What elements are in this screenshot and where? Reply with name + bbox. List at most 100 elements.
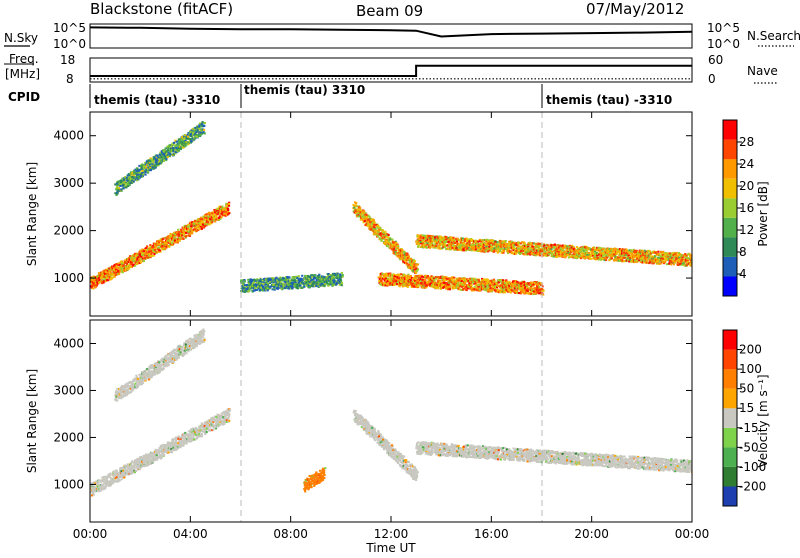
- echo-cell: [280, 281, 282, 283]
- echo-cell: [380, 280, 382, 282]
- echo-cell: [436, 236, 438, 238]
- echo-cell: [368, 216, 370, 218]
- echo-cell: [445, 241, 447, 243]
- echo-cell: [419, 238, 421, 240]
- echo-cell: [133, 181, 135, 183]
- echo-cell: [355, 202, 357, 204]
- echo-cell: [435, 276, 437, 278]
- echo-cell: [456, 241, 458, 243]
- cpid-entry-2: themis (tau) -3310: [546, 93, 672, 107]
- echo-cell: [470, 284, 472, 286]
- echo-cell: [541, 288, 543, 290]
- echo-cell: [449, 243, 451, 245]
- echo-cell: [254, 289, 256, 291]
- echo-cell: [139, 172, 141, 174]
- echo-cell: [467, 249, 469, 251]
- echo-cell: [417, 263, 419, 265]
- echo-cell: [374, 222, 376, 224]
- echo-cell: [405, 280, 407, 282]
- echo-cell: [481, 280, 483, 282]
- echo-cell: [151, 255, 153, 257]
- echo-cell: [384, 231, 386, 233]
- echo-cell: [453, 278, 455, 280]
- cpid-entry-0: themis (tau) -3310: [94, 93, 220, 107]
- echo-cell: [365, 223, 367, 225]
- echo-cell: [481, 248, 483, 250]
- echo-cell: [449, 288, 451, 290]
- noise-sky-line: [90, 27, 692, 36]
- echo-cell: [248, 290, 250, 292]
- echo-cell: [170, 146, 172, 148]
- echo-cell: [220, 216, 222, 218]
- echo-cell: [140, 175, 142, 177]
- echo-cell: [256, 279, 258, 281]
- echo-cell: [169, 155, 171, 157]
- echo-cell: [479, 288, 481, 290]
- echo-cell: [191, 232, 193, 234]
- noise-right-tick-top: 10^5: [707, 21, 740, 35]
- echo-cell: [377, 235, 379, 237]
- echo-cell: [388, 242, 390, 244]
- cpid-entry-1: themis (tau) 3310: [244, 83, 365, 97]
- echo-cell: [246, 284, 248, 286]
- echo-cell: [204, 122, 206, 124]
- echo-cell: [410, 275, 412, 277]
- echo-cell: [198, 126, 200, 128]
- echo-cell: [489, 284, 491, 286]
- echo-cell: [168, 246, 170, 248]
- echo-cell: [147, 172, 149, 174]
- echo-cell: [464, 240, 466, 242]
- echo-cell: [146, 245, 148, 247]
- echo-cell: [171, 242, 173, 244]
- echo-cell: [207, 221, 209, 223]
- echo-cell: [202, 224, 204, 226]
- echo-cell: [173, 153, 175, 155]
- echo-cell: [114, 276, 116, 278]
- echo-cell: [512, 283, 514, 285]
- echo-cell: [228, 212, 230, 214]
- echo-cell: [185, 235, 187, 237]
- echo-cell: [131, 261, 133, 263]
- echo-cell: [144, 174, 146, 176]
- echo-cell: [472, 243, 474, 245]
- echo-cell: [178, 231, 180, 233]
- noise-left-tick-bottom: 10^0: [53, 37, 86, 51]
- echo-cell: [177, 233, 179, 235]
- echo-cell: [508, 281, 510, 283]
- echo-cell: [341, 272, 343, 274]
- echo-cell: [410, 258, 412, 260]
- freq-right-tick-bottom: 0: [708, 72, 716, 86]
- echo-cell: [447, 241, 449, 243]
- echo-cell: [123, 187, 125, 189]
- echo-cell: [417, 268, 419, 270]
- echo-cell: [399, 285, 401, 287]
- echo-cell: [318, 274, 320, 276]
- echo-cell: [145, 171, 147, 173]
- echo-cell: [152, 246, 154, 248]
- echo-cell: [359, 207, 361, 209]
- echo-cell: [542, 290, 544, 292]
- echo-cell: [92, 285, 94, 287]
- echo-cell: [530, 293, 532, 295]
- echo-cell: [391, 248, 393, 250]
- echo-cell: [98, 272, 100, 274]
- echo-cell: [431, 243, 433, 245]
- echo-cell: [298, 275, 300, 277]
- echo-cell: [309, 286, 311, 288]
- echo-cell: [373, 220, 375, 222]
- echo-cell: [157, 243, 159, 245]
- echo-cell: [411, 282, 413, 284]
- echo-cell: [404, 274, 406, 276]
- echo-cell: [448, 238, 450, 240]
- echo-cell: [214, 221, 216, 223]
- echo-cell: [154, 249, 156, 251]
- echo-cell: [471, 278, 473, 280]
- echo-cell: [465, 245, 467, 247]
- echo-cell: [134, 259, 136, 261]
- echo-cell: [187, 228, 189, 230]
- echo-cell: [201, 121, 203, 123]
- echo-cell: [378, 280, 380, 282]
- echo-cell: [468, 286, 470, 288]
- echo-cell: [382, 229, 384, 231]
